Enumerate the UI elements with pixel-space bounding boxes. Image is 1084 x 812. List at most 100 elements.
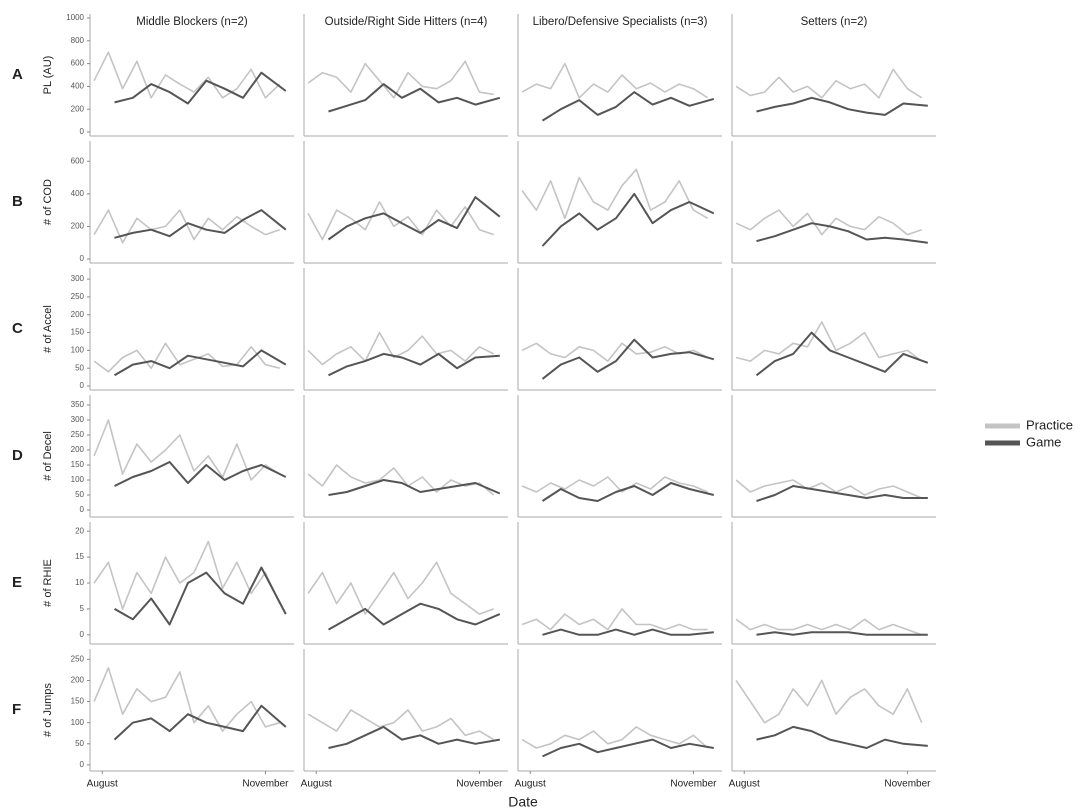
series-line [307,561,494,615]
legend-label: Practice [1026,417,1073,432]
y-tick-label: 200 [71,104,85,113]
series-line [756,725,928,749]
panel-label: B [12,193,23,210]
column-title: Middle Blockers (n=2) [136,16,248,28]
y-axis-title: PL (AU) [42,56,54,95]
series-line [114,209,287,239]
x-tick-label: November [242,779,289,790]
series-line [756,485,928,502]
series-line [307,464,495,496]
y-tick-label: 200 [71,222,85,231]
y-tick-label: 10 [75,578,84,587]
y-tick-label: 250 [71,292,85,301]
y-tick-label: 300 [71,415,85,424]
y-tick-label: 5 [80,604,85,613]
series-line [735,479,923,499]
y-tick-label: 600 [71,156,85,165]
series-line [328,352,500,377]
y-tick-label: 250 [71,430,85,439]
y-tick-label: 250 [71,654,85,663]
series-line [113,349,287,377]
x-tick-label: November [670,779,717,790]
y-tick-label: 800 [71,36,85,45]
series-line [541,91,715,122]
series-line [735,321,923,362]
series-line [541,482,715,502]
series-line [328,602,501,631]
panel-label: E [12,574,22,591]
y-tick-label: 15 [75,552,84,561]
column-title: Setters (n=2) [801,16,868,28]
y-tick-label: 20 [75,526,84,535]
column-title: Outside/Right Side Hitters (n=4) [325,16,488,28]
x-axis-title: Date [508,794,538,810]
series-line [93,419,281,481]
y-tick-label: 0 [80,760,85,769]
y-tick-label: 100 [71,475,85,484]
series-line [307,709,495,741]
series-line [93,667,280,732]
y-tick-label: 0 [80,127,85,136]
series-line [735,68,923,99]
panel-label: F [12,701,21,718]
y-tick-label: 0 [80,381,85,390]
series-line [735,679,923,724]
x-tick-label: August [515,779,546,790]
y-tick-label: 200 [71,445,85,454]
series-line [521,168,709,220]
y-tick-label: 200 [71,310,85,319]
x-tick-label: August [729,779,760,790]
series-line [521,608,708,631]
series-line [541,338,715,380]
y-axis-title: # of RHIE [42,559,54,607]
series-line [542,628,714,636]
y-tick-label: 0 [80,630,85,639]
y-tick-label: 1000 [66,13,84,22]
series-line [735,209,922,236]
y-tick-label: 300 [71,274,85,283]
series-line [521,62,709,99]
panel-label: C [12,320,23,337]
y-tick-label: 100 [71,345,85,354]
y-tick-label: 400 [71,82,85,91]
y-tick-label: 50 [75,363,84,372]
series-line [113,704,287,741]
series-line [328,83,501,113]
series-line [521,476,709,493]
y-axis-title: # of Accel [42,305,54,353]
y-tick-label: 50 [75,490,84,499]
series-line [307,60,494,99]
series-line [735,618,922,636]
y-tick-label: 150 [71,328,85,337]
y-tick-label: 0 [80,505,85,514]
y-tick-label: 0 [80,254,85,263]
series-line [328,725,500,749]
series-line [328,479,501,496]
y-tick-label: 150 [71,697,85,706]
series-line [93,342,280,373]
y-tick-label: 50 [75,739,84,748]
panel-label: A [12,66,23,83]
series-line [755,331,929,377]
y-axis-title: # of Jumps [42,683,54,737]
y-tick-label: 100 [71,718,85,727]
y-tick-label: 200 [71,676,85,685]
panel-label: D [12,447,23,464]
series-line [327,196,501,241]
series-line [521,726,709,749]
x-tick-label: August [301,779,332,790]
y-axis-title: # of Decel [42,431,54,481]
legend-label: Game [1026,434,1061,449]
series-line [114,71,287,105]
x-tick-label: August [87,779,118,790]
series-line [541,192,715,247]
series-line [114,461,287,487]
series-line [93,51,281,99]
y-axis-title: # of COD [42,179,54,225]
series-line [114,566,287,626]
series-line [542,738,714,758]
series-line [756,631,928,636]
column-title: Libero/Defensive Specialists (n=3) [533,16,708,28]
y-tick-label: 400 [71,189,85,198]
